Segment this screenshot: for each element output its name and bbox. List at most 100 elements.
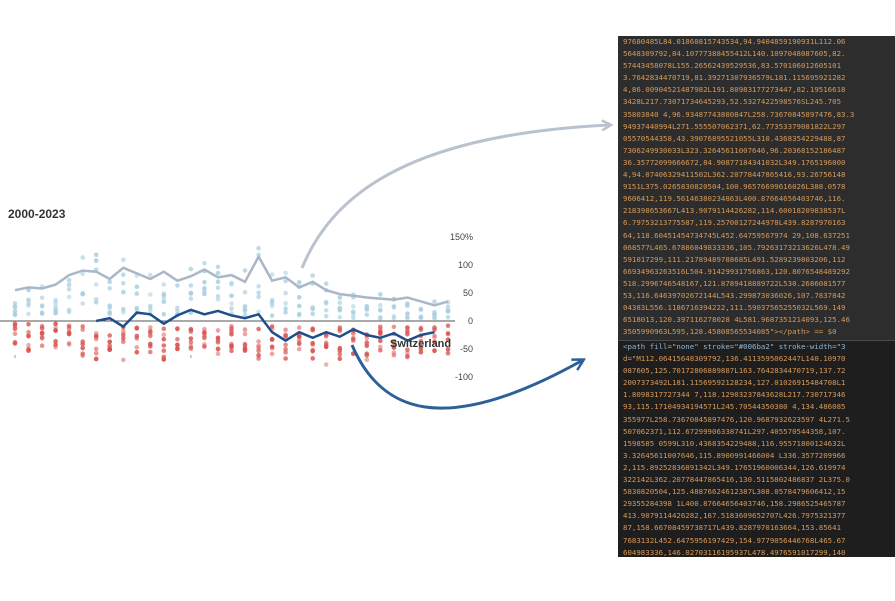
scatter-dot bbox=[296, 334, 302, 339]
scatter-dot bbox=[337, 328, 343, 334]
code-line: 9606412,119.56146380234863L400.876646564… bbox=[623, 194, 846, 204]
scatter-dot bbox=[175, 342, 180, 348]
code-line: 7306249930033L323.32645611007646,96.2036… bbox=[623, 145, 846, 155]
code-line: 3428L217.73071734645293,52.5327422598576… bbox=[623, 97, 842, 107]
scatter-dot bbox=[161, 311, 167, 317]
scatter-dot bbox=[283, 310, 288, 315]
scatter-dot bbox=[188, 336, 194, 341]
scatter-dot bbox=[188, 291, 194, 296]
scatter-dot bbox=[121, 328, 126, 333]
scatter-dot bbox=[229, 348, 234, 354]
scatter-dot bbox=[80, 291, 85, 296]
scatter-dot bbox=[80, 341, 85, 347]
scatter-dot bbox=[242, 327, 248, 332]
code-line: 4,86.00904521487982L191.80983177273447,8… bbox=[623, 85, 846, 95]
scatter-dot bbox=[283, 306, 288, 311]
scatter-dot bbox=[256, 326, 261, 332]
code-line: 604983336,146.02703116195937L478.4976591… bbox=[623, 547, 846, 557]
scatter-dot bbox=[283, 270, 288, 276]
scatter-dot bbox=[323, 334, 329, 339]
scatter-dot bbox=[80, 327, 85, 332]
scatter-dot bbox=[80, 324, 85, 329]
scatter-dot bbox=[432, 339, 437, 345]
scatter-dot bbox=[378, 348, 383, 353]
code-panel-bottom[interactable]: <path fill="none" stroke="#006ba2" strok… bbox=[618, 340, 895, 557]
scatter-dot bbox=[175, 326, 180, 332]
scatter-dot bbox=[418, 306, 424, 312]
scatter-dot bbox=[432, 334, 437, 340]
scatter-dot bbox=[242, 289, 248, 295]
code-line: d="M112.06415648309792,136.4113595062447… bbox=[623, 354, 846, 364]
scatter-dot bbox=[26, 333, 31, 339]
scatter-dot bbox=[337, 349, 343, 354]
scatter-dot bbox=[39, 295, 45, 301]
scatter-dot bbox=[26, 342, 31, 348]
scatter-dot bbox=[80, 351, 85, 357]
code-line: 5648309792,84.10777388455412L140.1097048… bbox=[623, 49, 846, 59]
scatter-dot bbox=[161, 282, 167, 287]
scatter-dot bbox=[161, 299, 167, 305]
scatter-dot bbox=[256, 309, 261, 315]
scatter-dot bbox=[269, 313, 275, 318]
scatter-dot bbox=[256, 345, 261, 351]
code-line: 29355284398 1L400.87664656403746,158.298… bbox=[623, 499, 846, 509]
scatter-dot bbox=[229, 329, 234, 334]
scatter-dot bbox=[215, 297, 221, 302]
scatter-dot bbox=[161, 348, 167, 354]
scatter-dots bbox=[12, 245, 451, 367]
scatter-dot bbox=[283, 342, 288, 348]
scatter-dot bbox=[229, 341, 234, 347]
scatter-dot bbox=[256, 356, 261, 361]
code-panel-top[interactable]: 97680485L84.01860815743534,94.9404859190… bbox=[618, 36, 895, 340]
scatter-dot bbox=[202, 334, 207, 340]
code-line: <path fill="none" stroke="#006ba2" strok… bbox=[623, 342, 846, 351]
scatter-dot bbox=[391, 315, 397, 321]
scatter-dot bbox=[323, 308, 329, 313]
scatter-dot bbox=[53, 300, 58, 306]
scatter-dot bbox=[418, 344, 424, 350]
scatter-dot bbox=[12, 312, 18, 318]
scatter-dot bbox=[432, 348, 437, 354]
scatter-dot bbox=[161, 293, 167, 298]
scatter-dot bbox=[418, 350, 424, 355]
scatter-dot bbox=[337, 306, 343, 311]
scatter-dot bbox=[215, 351, 221, 357]
scatter-dot bbox=[391, 303, 397, 309]
scatter-dot bbox=[80, 345, 85, 351]
scatter-dot bbox=[296, 303, 302, 309]
scatter-dot bbox=[148, 272, 153, 278]
scatter-dot bbox=[337, 325, 343, 330]
scatter-dot bbox=[93, 297, 99, 302]
scatter-dot bbox=[26, 311, 31, 317]
scatter-dot bbox=[378, 292, 383, 297]
scatter-dot bbox=[364, 351, 370, 357]
scatter-dot bbox=[296, 325, 302, 330]
scatter-dot bbox=[134, 325, 140, 331]
scatter-dot bbox=[283, 301, 288, 306]
y-tick-label: 150% bbox=[450, 232, 473, 242]
scatter-dot bbox=[445, 346, 451, 352]
scatter-dot bbox=[107, 343, 112, 348]
scatter-dot bbox=[188, 296, 194, 301]
scatter-dot bbox=[53, 339, 58, 344]
code-line: 322142L362.20778447865416,130.5115802486… bbox=[623, 475, 850, 485]
code-line: 66934963263516L504.91429931756863,120.80… bbox=[623, 266, 850, 276]
scatter-dot bbox=[229, 301, 234, 306]
scatter-dot bbox=[161, 343, 167, 348]
code-line: 04383L556.1186716394222,111.590375652550… bbox=[623, 303, 846, 313]
scatter-dot bbox=[175, 342, 180, 348]
scatter-dot bbox=[121, 332, 126, 338]
scatter-dot bbox=[39, 330, 45, 335]
code-line: 7683132L452.6475956197429,154.9779056446… bbox=[623, 535, 846, 545]
scatter-dot bbox=[66, 309, 72, 315]
scatter-dot bbox=[93, 258, 99, 263]
scatter-dot bbox=[175, 336, 180, 342]
scatter-dot bbox=[134, 284, 140, 290]
scatter-dot bbox=[175, 283, 180, 288]
code-line: 2007373492L181.11569592128234,127.010269… bbox=[623, 378, 846, 388]
code-line: 05570544358,43.39076895521055L310.436835… bbox=[623, 133, 846, 143]
scatter-dot bbox=[215, 285, 221, 291]
scatter-dot bbox=[39, 334, 45, 340]
scatter-dot bbox=[134, 345, 140, 350]
annotation-arrow-blue bbox=[350, 344, 583, 410]
